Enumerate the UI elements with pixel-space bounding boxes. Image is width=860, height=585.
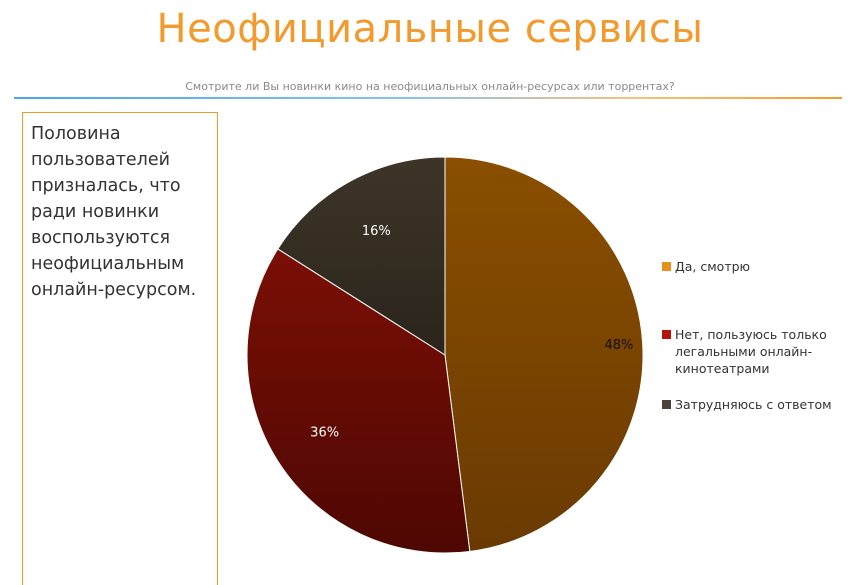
pie-value-label: 16% xyxy=(362,224,391,239)
pie-value-label: 48% xyxy=(604,338,633,353)
pie-slice-1 xyxy=(246,248,471,554)
legend-label: Нет, пользуюсь только легальными онлайн-… xyxy=(675,327,827,376)
summary-box: Половина пользователей призналась, что р… xyxy=(22,112,218,585)
legend-item-no: Нет, пользуюсь только легальными онлайн-… xyxy=(662,326,827,377)
legend-swatch xyxy=(662,400,671,409)
legend-swatch xyxy=(662,330,671,339)
legend-swatch xyxy=(662,262,671,271)
pie-slice-0 xyxy=(444,156,644,552)
legend-item-unsure: Затрудняюсь с ответом xyxy=(662,396,832,413)
legend-item-yes: Да, смотрю xyxy=(662,258,750,275)
summary-text: Половина пользователей призналась, что р… xyxy=(31,124,197,300)
chart-subtitle: Смотрите ли Вы новинки кино на неофициал… xyxy=(185,80,675,93)
legend-label: Затрудняюсь с ответом xyxy=(675,397,832,412)
divider xyxy=(14,97,842,99)
legend-label: Да, смотрю xyxy=(675,259,751,274)
pie-value-label: 36% xyxy=(310,425,339,440)
pie-value-labels: 48% 36% 16% xyxy=(310,224,633,440)
pie-slices xyxy=(246,156,644,554)
page-title: Неофициальные сервисы xyxy=(156,6,704,52)
pie-slice-2 xyxy=(277,156,446,356)
